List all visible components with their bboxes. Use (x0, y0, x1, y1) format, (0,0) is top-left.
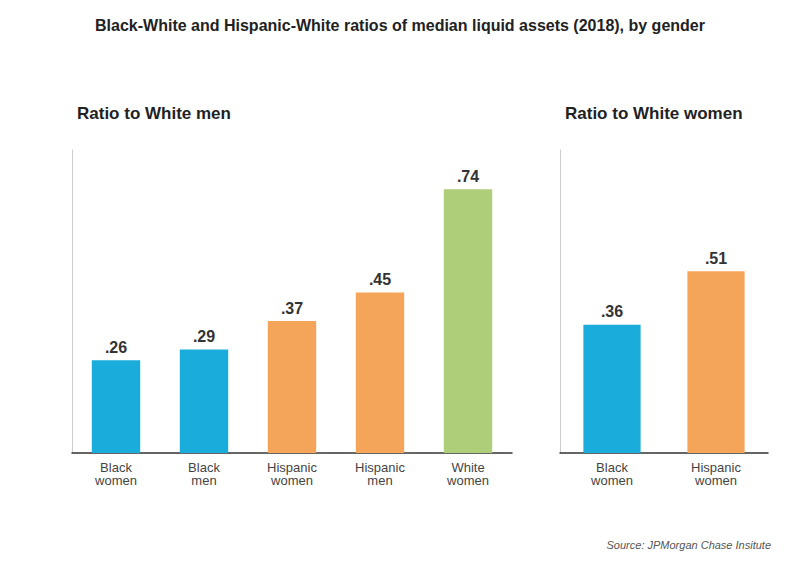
svg-text:women: women (446, 473, 489, 488)
svg-text:Source: JPMorgan Chase Insitut: Source: JPMorgan Chase Insitute (607, 539, 771, 551)
svg-text:.51: .51 (705, 250, 727, 267)
svg-text:women: women (94, 473, 137, 488)
svg-text:.37: .37 (281, 300, 303, 317)
svg-text:Black: Black (596, 460, 628, 475)
svg-text:women: women (694, 473, 737, 488)
svg-text:Ratio to White women: Ratio to White women (565, 104, 743, 123)
svg-text:Black-White and Hispanic-White: Black-White and Hispanic-White ratios of… (95, 17, 705, 34)
svg-text:women: women (270, 473, 313, 488)
svg-text:.29: .29 (193, 328, 215, 345)
svg-text:.26: .26 (105, 339, 127, 356)
svg-text:.45: .45 (369, 271, 391, 288)
svg-text:Hispanic: Hispanic (355, 460, 405, 475)
svg-text:Black: Black (100, 460, 132, 475)
svg-text:men: men (367, 473, 392, 488)
svg-text:women: women (590, 473, 633, 488)
svg-text:Hispanic: Hispanic (267, 460, 317, 475)
svg-text:Ratio to White men: Ratio to White men (77, 104, 231, 123)
svg-text:Hispanic: Hispanic (691, 460, 741, 475)
svg-text:men: men (191, 473, 216, 488)
svg-text:.36: .36 (601, 303, 623, 320)
svg-text:.74: .74 (457, 168, 479, 185)
svg-text:Black: Black (188, 460, 220, 475)
svg-text:White: White (451, 460, 485, 475)
